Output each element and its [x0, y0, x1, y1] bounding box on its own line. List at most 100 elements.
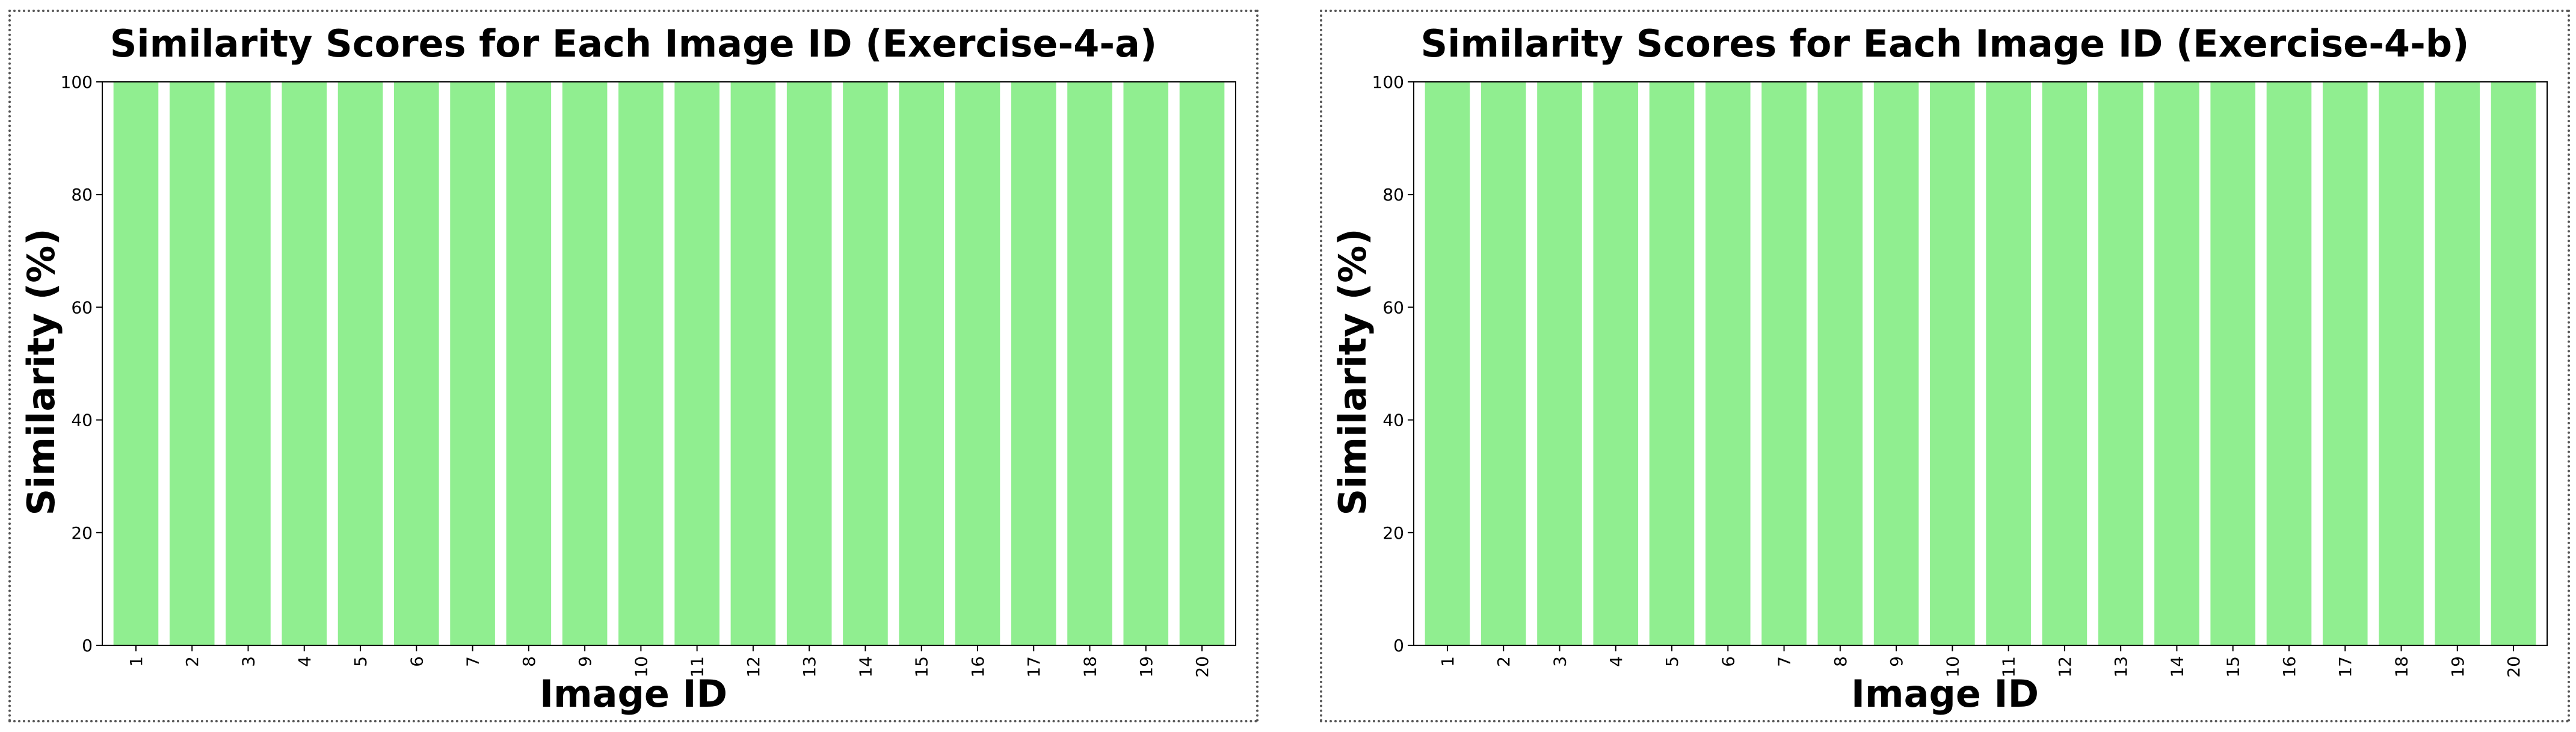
bar-5: [337, 82, 383, 645]
y-ticks-group: 0 20 40 60 80 100: [61, 72, 102, 656]
x-tick-label: 18: [1080, 656, 1100, 678]
y-tick-label: 40: [1382, 411, 1404, 430]
y-tick-label: 100: [1372, 72, 1404, 92]
x-tick-label: 18: [2392, 656, 2412, 678]
bar-9: [562, 82, 608, 645]
x-tick-label: 2: [1494, 656, 1514, 667]
x-axis-label: Image ID: [540, 672, 727, 716]
x-tick-label: 11: [688, 656, 707, 678]
x-tick-label: 11: [1999, 656, 2019, 678]
x-tick-label: 14: [855, 656, 875, 678]
bars-group: [1425, 82, 2536, 645]
y-tick-label: 80: [71, 185, 93, 205]
bar-13: [2098, 82, 2143, 645]
x-ticks-group: 1 2 3 4 5 6 7 8 9 10 11 12 13 14 15 16 17 18 19 20: [1438, 645, 2524, 678]
bar-14: [2154, 82, 2199, 645]
chart-panel-b: Similarity Scores for Each Image ID (Exe…: [1320, 10, 2570, 722]
bar-8: [1817, 82, 1863, 645]
bar-2: [1481, 82, 1526, 645]
x-ticks-group: 1 2 3 4 5 6 7 8 9 10 11 12 13 14 15 16 17 18 19 20: [126, 645, 1212, 678]
x-tick-label: 4: [295, 656, 315, 667]
plot-frame: [102, 81, 1236, 646]
bar-10: [1930, 82, 1975, 645]
x-tick-label: 6: [1718, 656, 1738, 667]
bar-18: [1067, 82, 1112, 645]
bar-19: [1123, 82, 1169, 645]
x-axis-label: Image ID: [1851, 672, 2039, 716]
plot-frame: [1413, 81, 2548, 646]
y-ticks-group: 0 20 40 60 80 100: [1372, 72, 1414, 656]
chart-panel-a: Similarity Scores for Each Image ID (Exe…: [8, 10, 1259, 722]
bar-6: [393, 82, 439, 645]
bar-1: [1425, 82, 1470, 645]
bar-9: [1873, 82, 1919, 645]
x-tick-label: 10: [631, 656, 651, 678]
bar-15: [2210, 82, 2256, 645]
bar-12: [2042, 82, 2088, 645]
x-tick-label: 20: [1192, 656, 1212, 678]
bar-10: [618, 82, 664, 645]
y-axis-label: Similarity (%): [19, 228, 63, 515]
x-tick-label: 15: [912, 656, 932, 678]
x-tick-label: 14: [2167, 656, 2187, 678]
bar-15: [899, 82, 944, 645]
x-tick-label: 13: [800, 656, 819, 678]
bar-11: [1986, 82, 2031, 645]
bar-20: [1179, 82, 1225, 645]
bar-8: [506, 82, 552, 645]
chart-title: Similarity Scores for Each Image ID (Exe…: [110, 22, 1157, 66]
bar-3: [226, 82, 271, 645]
y-tick-label: 20: [1382, 523, 1404, 543]
bar-16: [955, 82, 1000, 645]
bar-13: [786, 82, 832, 645]
bar-17: [2322, 82, 2368, 645]
x-tick-label: 1: [1438, 656, 1458, 667]
x-tick-label: 12: [2055, 656, 2075, 678]
y-tick-label: 20: [71, 523, 93, 543]
x-tick-label: 5: [351, 656, 371, 667]
x-tick-label: 8: [519, 656, 539, 667]
bar-1: [113, 82, 159, 645]
y-tick-label: 0: [82, 636, 93, 656]
x-tick-label: 1: [126, 656, 146, 667]
bar-2: [169, 82, 215, 645]
y-tick-label: 0: [1393, 636, 1404, 656]
x-tick-label: 17: [2335, 656, 2355, 678]
bar-14: [843, 82, 888, 645]
bar-7: [450, 82, 495, 645]
x-tick-label: 2: [182, 656, 202, 667]
bar-12: [730, 82, 776, 645]
bar-17: [1011, 82, 1056, 645]
x-tick-label: 9: [1887, 656, 1906, 667]
bar-4: [282, 82, 327, 645]
x-tick-label: 17: [1024, 656, 1044, 678]
bar-chart-b: Similarity Scores for Each Image ID (Exe…: [1331, 22, 2548, 716]
x-tick-label: 3: [238, 656, 258, 667]
x-tick-label: 6: [407, 656, 427, 667]
x-tick-label: 7: [1775, 656, 1795, 667]
x-tick-label: 13: [2111, 656, 2131, 678]
bar-7: [1761, 82, 1807, 645]
x-tick-label: 19: [1136, 656, 1156, 678]
x-tick-label: 10: [1943, 656, 1962, 678]
x-tick-label: 5: [1662, 656, 1682, 667]
y-tick-label: 40: [71, 411, 93, 430]
x-tick-label: 7: [463, 656, 483, 667]
y-tick-label: 60: [71, 297, 93, 317]
bar-5: [1649, 82, 1695, 645]
y-tick-label: 100: [61, 72, 93, 92]
x-tick-label: 16: [968, 656, 988, 678]
x-tick-label: 3: [1550, 656, 1570, 667]
y-tick-label: 60: [1382, 297, 1404, 317]
bars-group: [113, 82, 1225, 645]
bar-chart-a: Similarity Scores for Each Image ID (Exe…: [19, 22, 1236, 716]
bar-19: [2435, 82, 2480, 645]
x-tick-label: 20: [2504, 656, 2524, 678]
bar-11: [674, 82, 719, 645]
x-tick-label: 19: [2448, 656, 2468, 678]
x-tick-label: 4: [1606, 656, 1626, 667]
x-tick-label: 8: [1831, 656, 1850, 667]
bar-20: [2491, 82, 2536, 645]
chart-title: Similarity Scores for Each Image ID (Exe…: [1420, 22, 2469, 66]
bar-4: [1593, 82, 1639, 645]
